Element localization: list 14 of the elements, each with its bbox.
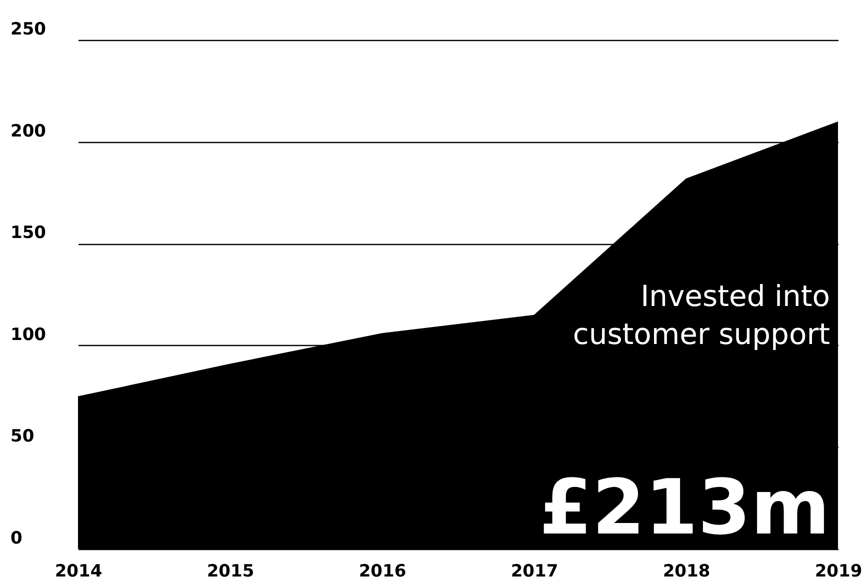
x-tick-label: 2016 (358, 562, 406, 582)
y-tick-label: 100 (10, 324, 46, 345)
y-tick-label: 150 (10, 223, 46, 244)
x-tick-label: 2014 (54, 562, 102, 582)
x-tick-label: 2017 (510, 562, 558, 582)
x-tick-label: 2018 (662, 562, 710, 582)
x-tick-label: 2019 (814, 562, 862, 582)
x-tick-label: 2015 (206, 562, 254, 582)
y-tick-label: 250 (10, 20, 46, 40)
y-tick-label: 50 (10, 426, 34, 447)
y-tick-label: 200 (10, 121, 46, 142)
y-tick-label: 0 (10, 528, 22, 548)
annotation: £213m (539, 462, 830, 552)
annotation: Invested into customer support (572, 278, 830, 351)
